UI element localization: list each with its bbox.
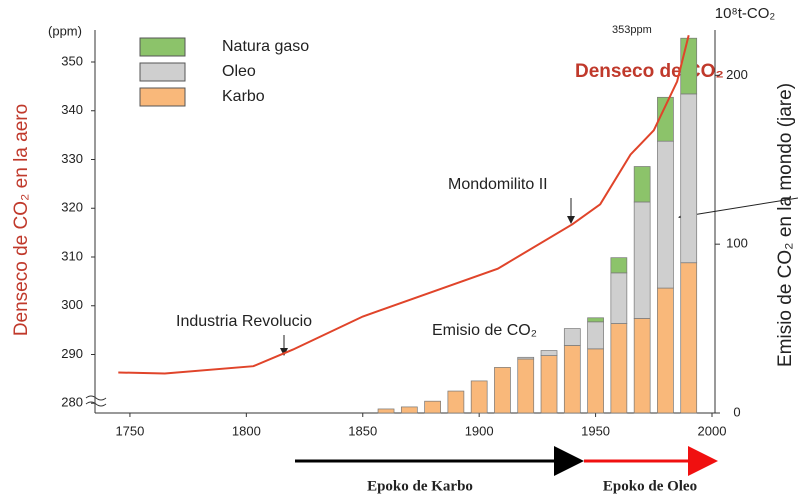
y2-tick-label: 0 [733,404,740,419]
line-title: Denseco de CO₂ [575,61,724,82]
x-tick-label: 1750 [115,423,144,438]
bar-segment [494,367,511,414]
bar-segment [587,348,604,414]
y2-axis-label: Emisio de CO₂ en la mondo (jare) [775,83,796,367]
bar-segment [633,166,651,203]
y-tick-label: 330 [61,151,83,166]
y-tick-label: 290 [61,346,83,361]
annotation-arrow [678,197,798,220]
y-axis-label: Denseco de CO₂ en la aero [11,104,32,336]
y-tick-label: 350 [61,53,83,68]
x-tick-label: 1800 [232,423,261,438]
legend-swatch [139,37,186,57]
annotation: Mondomilito II [448,176,548,193]
legend-label: Natura gaso [222,38,309,55]
co2-line [118,34,690,375]
epoch-label: Epoko de Karbo [367,478,473,494]
bar-segment [563,328,581,346]
bar-segment [447,390,465,414]
bar-segment [470,380,488,414]
bar-segment [587,317,604,323]
bar-segment [680,262,698,414]
bar-segment [680,93,698,264]
y-tick-label: 300 [61,297,83,312]
bar-segment [517,358,535,414]
y-tick-label: 280 [61,395,83,410]
epoch-label: Epoko de Oleo [603,478,697,494]
bar-segment [540,355,558,414]
y-tick-label: 320 [61,200,83,215]
x-tick-label: 1850 [348,423,377,438]
legend-label: Oleo [222,63,256,80]
bar-segment [610,323,628,414]
bar-segment [610,272,628,324]
annotation: 353ppm [612,24,652,36]
x-tick-label: 2000 [698,423,727,438]
bar-segment [633,318,651,414]
bar-segment [680,37,698,95]
bar-segment [657,140,674,289]
bar-segment [424,400,441,414]
legend-label: Karbo [222,88,265,105]
legend-swatch [139,62,186,82]
bar-segment [517,356,535,360]
annotation: Industria Revolucio [176,313,312,330]
x-tick-label: 1900 [465,423,494,438]
bar-segment [633,201,651,319]
bar-segment [657,287,674,414]
axis-break [85,395,107,407]
y2-unit: 10⁸t-CO₂ [715,5,776,22]
bar-segment [610,257,628,274]
bar-segment [377,408,395,414]
legend-swatch [139,87,186,107]
bar-segment [400,406,418,414]
bar-segment [587,321,604,350]
y-unit: (ppm) [48,23,82,38]
bar-segment [540,350,558,356]
y-tick-label: 310 [61,248,83,263]
bar-segment [657,96,674,142]
y2-tick-label: 200 [726,67,748,82]
x-tick-label: 1950 [581,423,610,438]
y-tick-label: 340 [61,102,83,117]
bar-segment [563,345,581,414]
y2-tick-label: 100 [726,236,748,251]
bar-title: Emisio de CO₂ [432,322,537,339]
